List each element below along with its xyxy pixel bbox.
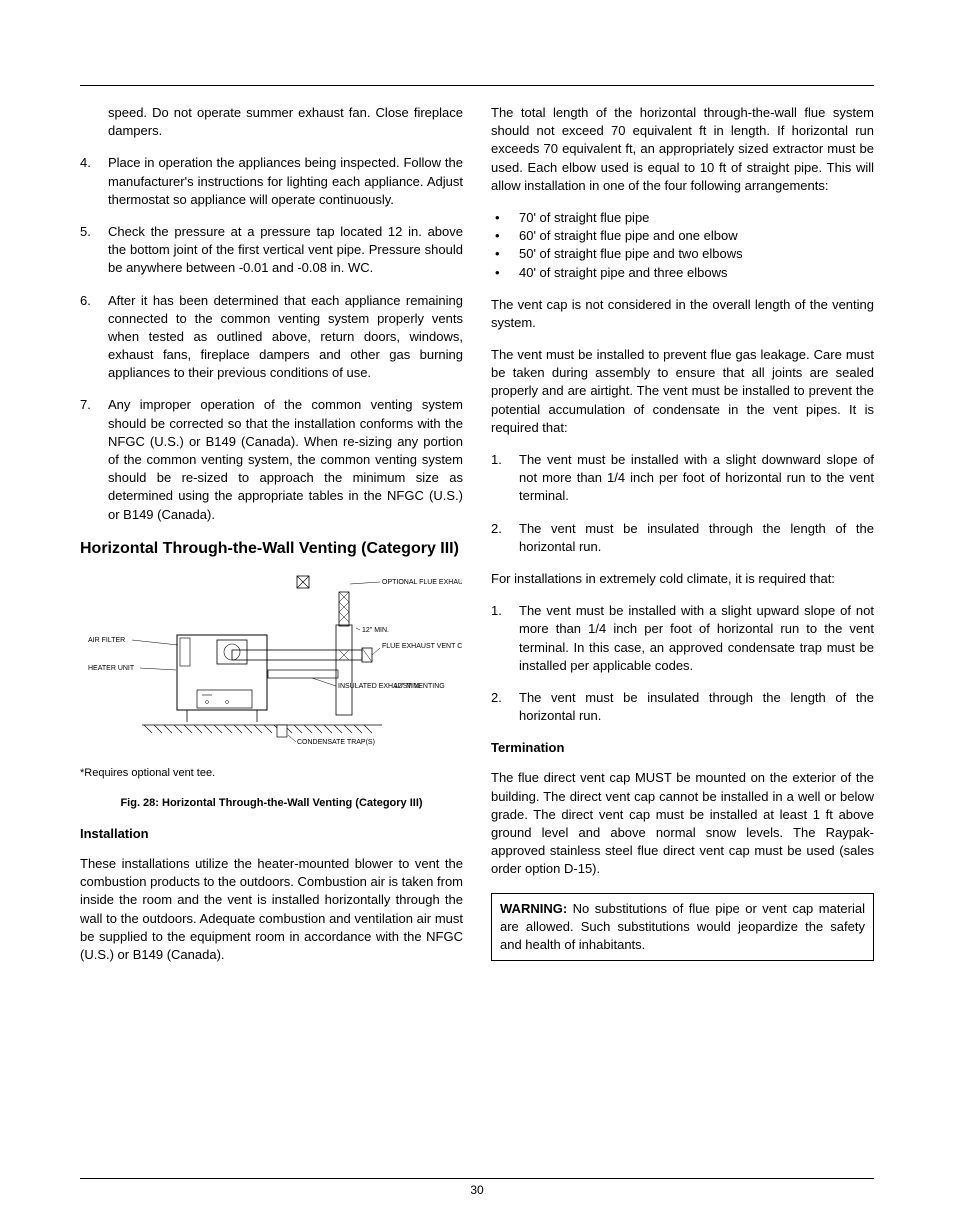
warning-box: WARNING: No substitutions of flue pipe o…: [491, 893, 874, 962]
list-text: Any improper operation of the common ven…: [108, 396, 463, 523]
bullet-icon: •: [491, 245, 519, 263]
list-text: The vent must be insulated through the l…: [519, 689, 874, 725]
list-num: 4.: [80, 154, 108, 209]
list-num: 1.: [491, 451, 519, 506]
para-vent-cap: The vent cap is not considered in the ov…: [491, 296, 874, 332]
list-num: 5.: [80, 223, 108, 278]
fig-label-insulated: INSULATED EXHAUST VENTING: [338, 683, 445, 690]
bullet-text: 60' of straight flue pipe and one elbow: [519, 227, 874, 245]
list-num: 6.: [80, 292, 108, 383]
list-text: Check the pressure at a pressure tap loc…: [108, 223, 463, 278]
list-num: 2.: [491, 520, 519, 556]
fig-label-12min2: 12" MIN.: [394, 683, 421, 690]
subsection-installation: Installation: [80, 825, 463, 843]
bullet-text: 50' of straight flue pipe and two elbows: [519, 245, 874, 263]
fig-label-heater: HEATER UNIT: [88, 665, 135, 672]
page-number: 30: [0, 1182, 954, 1199]
arrangement-list: •70' of straight flue pipe •60' of strai…: [491, 209, 874, 282]
figure-note: *Requires optional vent tee.: [80, 766, 463, 781]
fig-label-12min: 12" MIN.: [362, 627, 389, 634]
list-text: After it has been determined that each a…: [108, 292, 463, 383]
list-text: Place in operation the appliances being …: [108, 154, 463, 209]
list-text: The vent must be installed with a slight…: [519, 602, 874, 675]
continued-item-text: speed. Do not operate summer exhaust fan…: [80, 104, 463, 140]
procedure-list: 4.Place in operation the appliances bein…: [80, 154, 463, 523]
warning-label: WARNING:: [500, 901, 567, 916]
fig-label-optional: OPTIONAL FLUE EXHAUST VENTING: [382, 579, 462, 586]
list-text: The vent must be installed with a slight…: [519, 451, 874, 506]
bullet-text: 70' of straight flue pipe: [519, 209, 874, 227]
required-list-2: 1.The vent must be installed with a slig…: [491, 602, 874, 725]
para-leakage: The vent must be installed to prevent fl…: [491, 346, 874, 437]
bullet-icon: •: [491, 227, 519, 245]
termination-paragraph: The flue direct vent cap MUST be mounted…: [491, 769, 874, 878]
figure-caption: Fig. 28: Horizontal Through-the-Wall Ven…: [80, 796, 463, 811]
list-num: 2.: [491, 689, 519, 725]
bullet-icon: •: [491, 264, 519, 282]
para-cold-climate: For installations in extremely cold clim…: [491, 570, 874, 588]
bullet-text: 40' of straight pipe and three elbows: [519, 264, 874, 282]
list-num: 1.: [491, 602, 519, 675]
installation-paragraph: These installations utilize the heater-m…: [80, 855, 463, 964]
list-num: 7.: [80, 396, 108, 523]
list-text: The vent must be insulated through the l…: [519, 520, 874, 556]
required-list-1: 1.The vent must be installed with a slig…: [491, 451, 874, 556]
bullet-icon: •: [491, 209, 519, 227]
figure-28: OPTIONAL FLUE EXHAUST VENTING 12" MIN. F…: [80, 570, 463, 760]
section-heading-horizontal-venting: Horizontal Through-the-Wall Venting (Cat…: [80, 538, 463, 560]
subsection-termination: Termination: [491, 739, 874, 757]
para-total-length: The total length of the horizontal throu…: [491, 104, 874, 195]
fig-label-cap: FLUE EXHAUST VENT CAP*: [382, 643, 462, 650]
fig-label-condensate: CONDENSATE TRAP(S): [297, 739, 375, 746]
fig-label-airfilter: AIR FILTER: [88, 637, 125, 644]
